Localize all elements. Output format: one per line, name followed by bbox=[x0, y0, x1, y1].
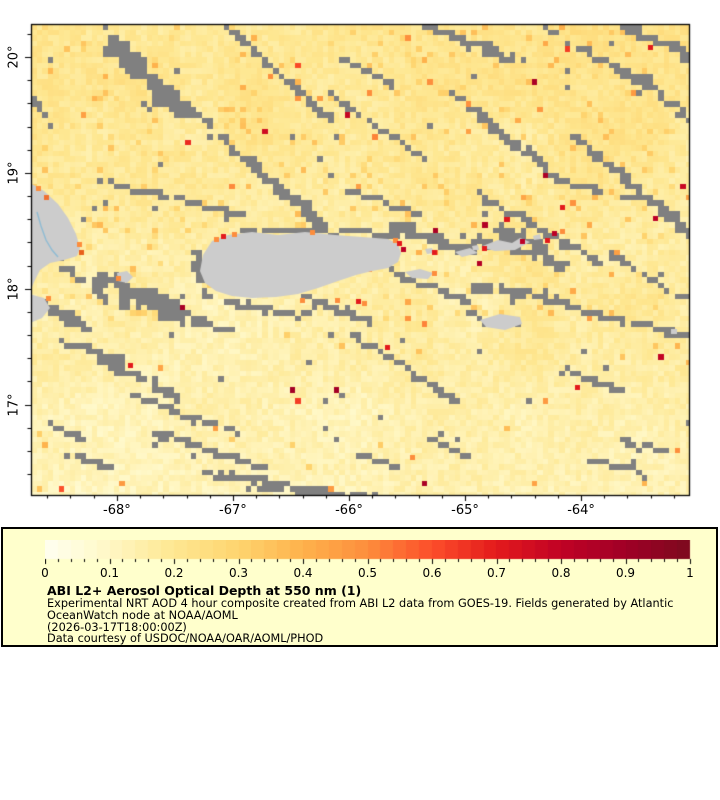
colorbar-tick-label: 0.4 bbox=[293, 566, 313, 580]
lat-tick-label: 20° bbox=[6, 45, 22, 69]
colorbar-gradient bbox=[45, 540, 692, 569]
colorbar-tick-label: 0.2 bbox=[164, 566, 184, 580]
colorbar-tick-label: 0.7 bbox=[486, 566, 507, 580]
legend-description: Experimental NRT AOD 4 hour composite cr… bbox=[47, 597, 674, 622]
legend-title: ABI L2+ Aerosol Optical Depth at 550 nm … bbox=[47, 583, 362, 598]
lon-tick-label: -68° bbox=[103, 503, 131, 518]
lat-tick-label: 19° bbox=[6, 161, 22, 185]
lon-tick-label: -65° bbox=[451, 503, 479, 518]
lon-tick-label: -66° bbox=[335, 503, 363, 518]
colorbar-tick-label: 0.6 bbox=[422, 566, 442, 580]
legend-timestamp: (2026-03-17T18:00:00Z) bbox=[47, 620, 187, 634]
lat-tick-label: 18° bbox=[6, 277, 22, 301]
colorbar-tick-label: 0.8 bbox=[551, 566, 571, 580]
lat-tick-label: 17° bbox=[6, 393, 22, 417]
lon-tick-label: -64° bbox=[567, 503, 595, 518]
legend-text-block: ABI L2+ Aerosol Optical Depth at 550 nm … bbox=[47, 584, 697, 645]
aod-map-canvas bbox=[0, 0, 720, 522]
lon-tick-label: -67° bbox=[219, 503, 247, 518]
colorbar-tick-label: 0.3 bbox=[228, 566, 249, 580]
colorbar-tick-label: 0 bbox=[41, 566, 49, 580]
colorbar-tick-label: 1 bbox=[686, 566, 694, 580]
colorbar-tick-label: 0.9 bbox=[615, 566, 636, 580]
colorbar-tick-label: 0.1 bbox=[99, 566, 120, 580]
legend-courtesy: Data courtesy of USDOC/NOAA/OAR/AOML/PHO… bbox=[47, 632, 324, 646]
colorbar-tick-label: 0.5 bbox=[357, 566, 378, 580]
